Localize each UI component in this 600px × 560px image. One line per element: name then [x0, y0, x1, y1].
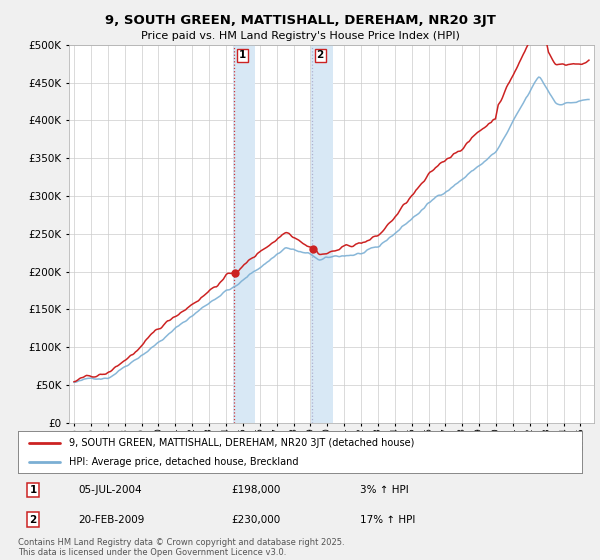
Text: 1: 1 — [29, 485, 37, 495]
Text: 2: 2 — [29, 515, 37, 525]
Text: Contains HM Land Registry data © Crown copyright and database right 2025.
This d: Contains HM Land Registry data © Crown c… — [18, 538, 344, 557]
Text: 9, SOUTH GREEN, MATTISHALL, DEREHAM, NR20 3JT (detached house): 9, SOUTH GREEN, MATTISHALL, DEREHAM, NR2… — [69, 437, 414, 447]
Text: 05-JUL-2004: 05-JUL-2004 — [78, 485, 142, 495]
Text: HPI: Average price, detached house, Breckland: HPI: Average price, detached house, Brec… — [69, 457, 298, 467]
Text: 17% ↑ HPI: 17% ↑ HPI — [360, 515, 415, 525]
Text: 2: 2 — [316, 50, 323, 60]
Bar — [311, 45, 332, 423]
Text: 1: 1 — [238, 50, 245, 60]
Text: 9, SOUTH GREEN, MATTISHALL, DEREHAM, NR20 3JT: 9, SOUTH GREEN, MATTISHALL, DEREHAM, NR2… — [104, 14, 496, 27]
Text: 20-FEB-2009: 20-FEB-2009 — [78, 515, 145, 525]
Text: Price paid vs. HM Land Registry's House Price Index (HPI): Price paid vs. HM Land Registry's House … — [140, 31, 460, 41]
Bar — [233, 45, 254, 423]
Text: 3% ↑ HPI: 3% ↑ HPI — [360, 485, 409, 495]
Text: £198,000: £198,000 — [231, 485, 280, 495]
Text: £230,000: £230,000 — [231, 515, 280, 525]
